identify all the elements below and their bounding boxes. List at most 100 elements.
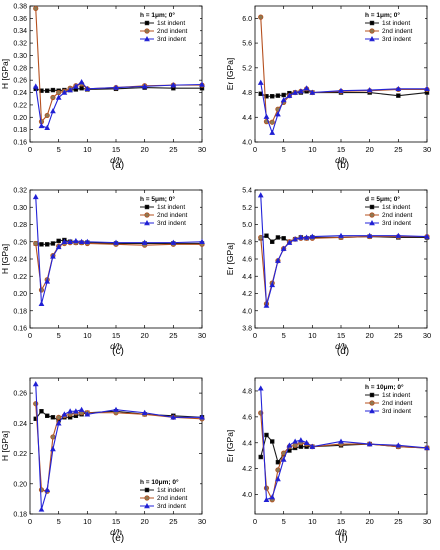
x-tick-label: 20 <box>365 517 373 526</box>
y-tick-label: 4.8 <box>242 90 252 97</box>
data-point <box>113 84 119 90</box>
data-point <box>264 233 269 238</box>
data-point <box>257 192 264 198</box>
data-point <box>56 238 61 244</box>
y-tick-label: 4.4 <box>242 115 252 122</box>
legend-entry-label: 3rd indent <box>157 36 186 43</box>
data-point <box>281 92 286 98</box>
data-point <box>366 441 373 447</box>
x-tick-label: 5 <box>282 331 286 340</box>
data-point <box>72 408 79 414</box>
data-point <box>55 420 62 426</box>
x-tick-label: 0 <box>28 331 32 340</box>
data-point <box>61 89 68 95</box>
data-point <box>32 381 39 387</box>
x-axis-label: d/h <box>335 155 347 165</box>
data-point <box>199 81 205 87</box>
x-tick-label: 0 <box>28 517 32 526</box>
x-tick-label: 15 <box>112 331 120 340</box>
series-3-indent <box>32 193 205 307</box>
data-point <box>269 94 275 99</box>
panel-caption: (e) <box>112 533 124 544</box>
data-point <box>280 456 287 462</box>
legend-title: h = 10μm; 0° <box>365 383 404 391</box>
legend-marker <box>144 36 150 42</box>
y-tick-label: 0.26 <box>13 239 27 246</box>
data-point <box>280 245 287 251</box>
data-point <box>78 406 85 412</box>
data-point <box>141 409 148 415</box>
data-point <box>56 89 62 96</box>
y-tick-label: 4.2 <box>242 291 252 298</box>
data-point <box>264 432 269 438</box>
data-point <box>292 236 299 242</box>
chart-panel-b: 0 5 10 15 20 25 30 4.0 4.4 4.8 5.2 5.6 6.0 d/h Er [GPa… <box>225 5 431 171</box>
data-point <box>269 119 275 125</box>
y-tick-label: 0.34 <box>13 28 27 35</box>
y-tick-label: 4.2 <box>242 466 252 473</box>
data-point <box>258 14 264 20</box>
x-tick-label: 20 <box>140 331 148 340</box>
legend-entry-label: 3rd indent <box>382 408 411 415</box>
legend-entry-label: 1st indent <box>157 204 185 211</box>
data-point <box>44 88 50 93</box>
legend-marker <box>369 400 375 406</box>
data-point <box>67 408 74 414</box>
data-point <box>199 414 205 420</box>
data-point <box>67 87 74 93</box>
series-line <box>35 196 203 304</box>
data-point <box>170 239 177 245</box>
y-tick-label: 5.2 <box>242 205 252 212</box>
data-point <box>38 487 45 493</box>
legend-marker <box>369 20 375 26</box>
x-tick-label: 15 <box>112 145 120 154</box>
data-point <box>78 79 85 85</box>
x-axis-label: d/h <box>110 155 122 165</box>
y-axis-label: H [GPa] <box>0 244 10 274</box>
y-tick-label: 4.0 <box>242 308 252 315</box>
x-tick-label: 0 <box>253 145 257 154</box>
series-3-indent <box>32 79 205 130</box>
y-tick-label: 5.0 <box>242 222 252 229</box>
data-point <box>269 494 276 500</box>
legend-entry-label: 2nd indent <box>382 400 413 407</box>
x-tick-label: 25 <box>394 145 402 154</box>
x-tick-label: 20 <box>140 145 148 154</box>
x-axis-label: d/h <box>110 341 122 351</box>
x-tick-label: 10 <box>308 331 316 340</box>
y-tick-label: 4.0 <box>242 140 252 147</box>
data-point <box>338 438 344 444</box>
data-point <box>303 439 310 445</box>
y-tick-label: 0.32 <box>13 41 27 48</box>
legend-entry-label: 2nd indent <box>382 212 413 219</box>
panel-caption: (f) <box>338 533 347 544</box>
y-tick-label: 4.6 <box>242 414 252 421</box>
data-point <box>338 232 344 238</box>
data-point <box>275 93 281 98</box>
x-tick-label: 5 <box>57 145 61 154</box>
data-point <box>44 413 50 418</box>
y-tick-label: 0.18 <box>13 127 27 134</box>
x-tick-label: 10 <box>308 517 316 526</box>
legend-entry-label: 2nd indent <box>157 495 188 502</box>
data-point <box>38 287 45 293</box>
data-point <box>338 87 344 93</box>
y-tick-label: 5.2 <box>242 65 252 72</box>
y-tick-label: 0.18 <box>13 308 27 315</box>
y-tick-label: 0.28 <box>13 65 27 72</box>
y-tick-label: 0.30 <box>13 53 27 60</box>
legend-title: d = 5μm; 0° <box>365 195 400 203</box>
data-point <box>275 111 281 117</box>
legend-marker <box>369 212 375 218</box>
data-point <box>424 444 430 451</box>
data-point <box>170 414 177 420</box>
y-axis-label: Er [GPa] <box>225 58 235 91</box>
data-point <box>366 232 373 238</box>
data-point <box>275 235 281 240</box>
panel-caption: (b) <box>337 160 349 171</box>
series-3-indent <box>257 192 430 308</box>
legend-marker <box>144 28 150 34</box>
data-point <box>303 85 310 91</box>
